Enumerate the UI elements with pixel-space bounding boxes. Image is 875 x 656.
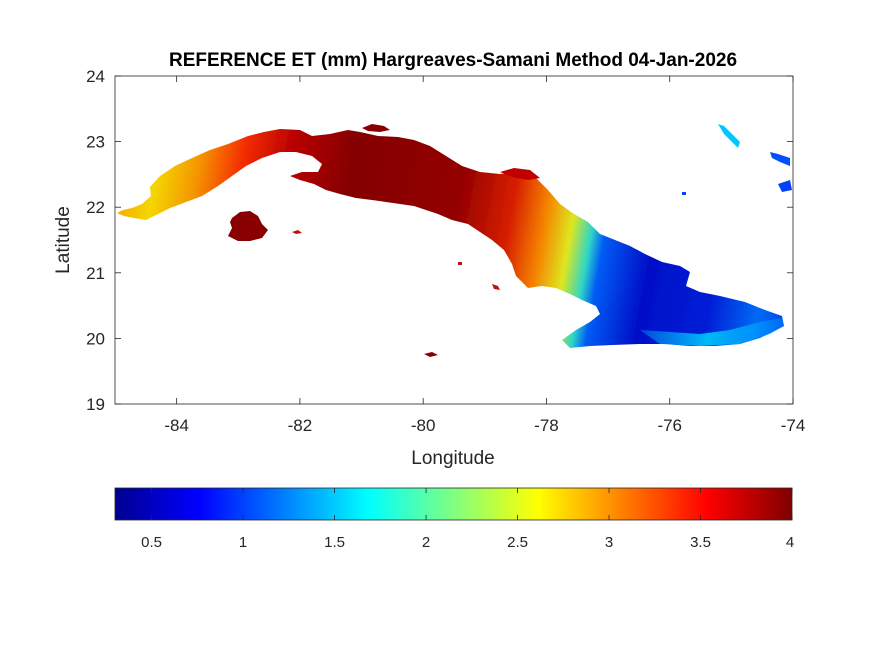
x-tick-label: -80 bbox=[411, 416, 436, 435]
colorbar-tick-label: 3 bbox=[605, 534, 613, 551]
figure-title: REFERENCE ET (mm) Hargreaves-Samani Meth… bbox=[169, 50, 737, 71]
colorbar-tick-label: 1 bbox=[239, 534, 247, 551]
small-cay-5 bbox=[458, 262, 462, 265]
south-coast-band bbox=[640, 318, 784, 346]
northern-cays-east bbox=[500, 168, 540, 180]
y-tick-label: 19 bbox=[86, 395, 105, 414]
colorbar: 0.5 1 1.5 2 2.5 3 3.5 4 bbox=[114, 487, 794, 551]
x-tick-label: -74 bbox=[781, 416, 806, 435]
isla-de-la-juventud bbox=[228, 211, 268, 241]
colorbar-ticks: 0.5 1 1.5 2 2.5 3 3.5 4 bbox=[141, 488, 794, 551]
x-axis-label: Longitude bbox=[411, 448, 494, 469]
y-tick-label: 21 bbox=[86, 264, 105, 283]
colorbar-tick-label: 4 bbox=[786, 534, 794, 551]
x-axis-ticks: -84 -82 -80 -78 -76 -74 bbox=[164, 76, 805, 435]
colorbar-tick-label: 3.5 bbox=[690, 534, 711, 551]
x-tick-label: -78 bbox=[534, 416, 559, 435]
y-tick-label: 20 bbox=[86, 329, 105, 348]
small-cay-1 bbox=[682, 192, 686, 195]
bahamas-fragment-2 bbox=[770, 152, 790, 166]
small-cay-4 bbox=[492, 284, 500, 290]
plot-area bbox=[114, 75, 794, 405]
x-tick-label: -82 bbox=[288, 416, 313, 435]
y-tick-label: 23 bbox=[86, 133, 105, 152]
small-cay-2 bbox=[424, 352, 438, 357]
y-axis-label: Latitude bbox=[53, 206, 74, 274]
bahamas-fragment-1 bbox=[718, 124, 740, 148]
small-cay-3 bbox=[292, 230, 302, 234]
colorbar-tick-label: 1.5 bbox=[324, 534, 345, 551]
colorbar-tick-label: 0.5 bbox=[141, 534, 162, 551]
y-tick-label: 24 bbox=[86, 67, 105, 86]
map-axes: -84 -82 -80 -78 -76 -74 19 20 21 22 23 24 Longitud… bbox=[53, 67, 805, 469]
bahamas-fragment-3 bbox=[778, 180, 792, 192]
colorbar-tick-label: 2.5 bbox=[507, 534, 528, 551]
x-tick-label: -76 bbox=[657, 416, 682, 435]
x-tick-label: -84 bbox=[164, 416, 189, 435]
colorbar-gradient bbox=[114, 487, 793, 521]
northern-cays bbox=[362, 124, 390, 132]
et-field bbox=[117, 124, 792, 357]
colorbar-tick-label: 2 bbox=[422, 534, 430, 551]
y-tick-label: 22 bbox=[86, 198, 105, 217]
cuba-main-island bbox=[117, 129, 784, 348]
y-axis-ticks: 19 20 21 22 23 24 bbox=[86, 67, 793, 414]
